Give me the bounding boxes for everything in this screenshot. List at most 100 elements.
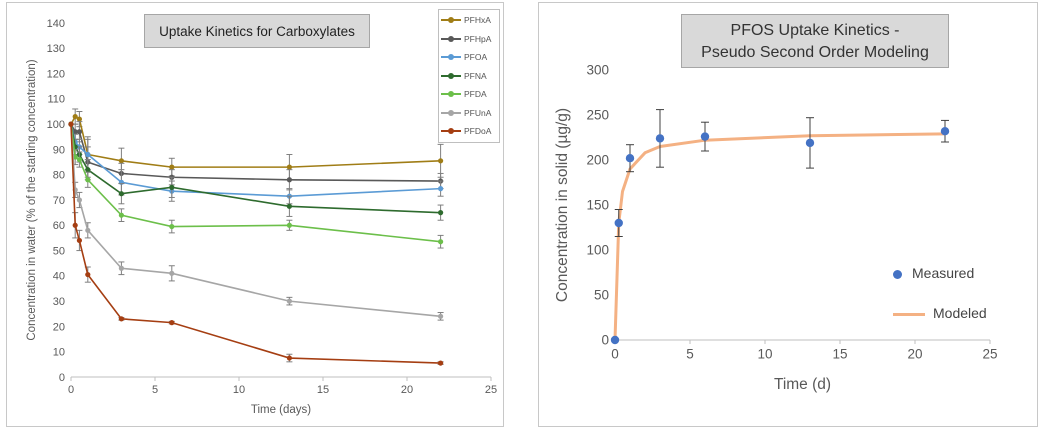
- legend-swatch: [441, 88, 461, 100]
- data-point-pfda: [286, 222, 292, 228]
- y-tick-label: 40: [53, 271, 65, 283]
- legend-label: PFDoA: [464, 126, 492, 136]
- x-tick-label: 20: [401, 384, 413, 396]
- legend-swatch: [441, 125, 461, 137]
- left-chart-legend: PFHxA PFHpA PFOA PFNA PFDA PFUnA PFDoA: [438, 9, 500, 143]
- data-point-pfhpa: [76, 129, 82, 135]
- legend-item-pfhxa: PFHxA: [441, 14, 491, 26]
- data-point-pfhxa: [169, 164, 175, 170]
- x-tick-label: 25: [485, 384, 497, 396]
- legend-label: PFNA: [464, 70, 487, 81]
- legend-swatch: [441, 14, 461, 26]
- data-point-pfhxa: [76, 116, 82, 122]
- series-line-pfuna: [70, 124, 441, 318]
- x-axis-label: Time (d): [774, 376, 831, 393]
- series-line-pfoa: [70, 123, 441, 198]
- legend-measured-label: Measured: [912, 265, 975, 281]
- x-tick-label: 15: [317, 384, 329, 396]
- measured-data-point: [614, 218, 623, 228]
- legend-modeled-label: Modeled: [933, 305, 987, 321]
- data-point-pfuna: [169, 270, 175, 276]
- data-point-pfuna: [85, 227, 91, 233]
- data-point-pfdoa: [76, 237, 82, 244]
- data-point-pfuna: [76, 197, 82, 203]
- y-tick-label: 10: [53, 347, 65, 359]
- y-tick-label: 70: [53, 195, 65, 207]
- data-point-pfda: [169, 223, 175, 230]
- data-point-pfoa: [438, 186, 444, 192]
- left-chart-svg: 0 5 10 15 20 25 0 10 20 30 40 50 60 70 80 90 100 110 120 13…: [26, 18, 497, 416]
- data-point-pfoa: [85, 151, 91, 158]
- legend-item-pfhpa: PFHpA: [441, 33, 491, 45]
- measured-data-point: [700, 132, 710, 141]
- data-point-pfda: [118, 212, 124, 218]
- data-point-pfdoa: [72, 222, 78, 228]
- y-tick-label: 300: [586, 63, 609, 78]
- x-tick-label: 10: [233, 384, 245, 396]
- legend-item-pfuna: PFUnA: [441, 107, 491, 119]
- right-chart-title-line-1: PFOS Uptake Kinetics -: [730, 22, 900, 39]
- data-point-pfda: [76, 156, 82, 163]
- y-tick-label: 50: [594, 288, 609, 303]
- legend-swatch-marker: [448, 54, 454, 60]
- y-tick-label: 200: [586, 153, 609, 168]
- legend-item-pfdoa: PFDoA: [441, 125, 491, 137]
- y-axis-label: Concentration in water (% of the startin…: [26, 59, 38, 340]
- data-point-pfhxa: [286, 164, 292, 170]
- y-tick-label: 50: [53, 245, 65, 257]
- x-axis-label: Time (days): [251, 404, 311, 416]
- series-line-pfdoa: [70, 124, 441, 364]
- legend-label: PFDA: [464, 89, 487, 99]
- x-tick-label: 15: [832, 347, 847, 362]
- right-chart-panel: 0 5 10 15 20 25 0 50 100 150 200 250 300 Time (d) Conc…: [538, 2, 1038, 427]
- y-tick-label: 130: [47, 43, 65, 55]
- x-tick-label: 0: [611, 347, 619, 362]
- data-point-pfuna: [286, 298, 292, 304]
- data-point-pfuna: [438, 313, 444, 319]
- y-tick-label: 30: [53, 296, 65, 308]
- legend-swatch-marker: [448, 72, 454, 79]
- legend-swatch: [441, 33, 461, 45]
- data-point-pfna: [286, 203, 292, 209]
- data-point-pfna: [118, 191, 124, 197]
- y-tick-label: 110: [47, 94, 65, 106]
- legend-item-pfoa: PFOA: [441, 51, 487, 63]
- legend-item-pfda: PFDA: [441, 88, 487, 100]
- series-line-pfna: [70, 123, 441, 214]
- legend-swatch: [441, 70, 461, 82]
- x-tick-label: 25: [982, 347, 997, 362]
- legend-measured-marker: [893, 269, 902, 279]
- series-line-pfhpa: [70, 123, 441, 182]
- y-tick-label: 0: [601, 333, 609, 348]
- data-point-pfhxa: [118, 158, 124, 164]
- y-tick-label: 150: [586, 198, 609, 213]
- data-point-pfhxa: [438, 158, 444, 164]
- modeled-curve: [613, 132, 946, 341]
- left-chart-title: Uptake Kinetics for Carboxylates: [144, 14, 370, 48]
- legend-swatch-marker: [448, 91, 454, 97]
- legend-swatch-marker: [448, 35, 454, 42]
- measured-data-point: [625, 154, 635, 163]
- y-axis-label: Concentration in solid (µg/g): [554, 108, 571, 302]
- legend-label: PFHxA: [464, 15, 491, 25]
- data-point-pfdoa: [438, 360, 444, 366]
- data-point-pfda: [85, 177, 91, 183]
- data-point-pfna: [85, 167, 91, 173]
- y-tick-label: 140: [47, 18, 65, 30]
- y-tick-label: 20: [53, 321, 65, 333]
- y-tick-label: 250: [586, 108, 609, 123]
- data-point-pfuna: [118, 265, 124, 271]
- data-point-pfhxa: [72, 113, 78, 120]
- legend-measured: Measured: [893, 265, 974, 281]
- right-chart-title-line-2: Pseudo Second Order Modeling: [701, 44, 929, 61]
- y-tick-label: 60: [53, 220, 65, 232]
- data-point-pfhpa: [286, 177, 292, 183]
- legend-swatch-marker: [448, 128, 454, 134]
- data-point-pfdoa: [118, 316, 124, 322]
- measured-data-point: [805, 138, 815, 148]
- x-tick-label: 20: [907, 347, 922, 362]
- legend-item-pfna: PFNA: [441, 70, 487, 82]
- legend-label: PFUnA: [464, 107, 492, 118]
- data-point-pfdoa: [286, 355, 292, 361]
